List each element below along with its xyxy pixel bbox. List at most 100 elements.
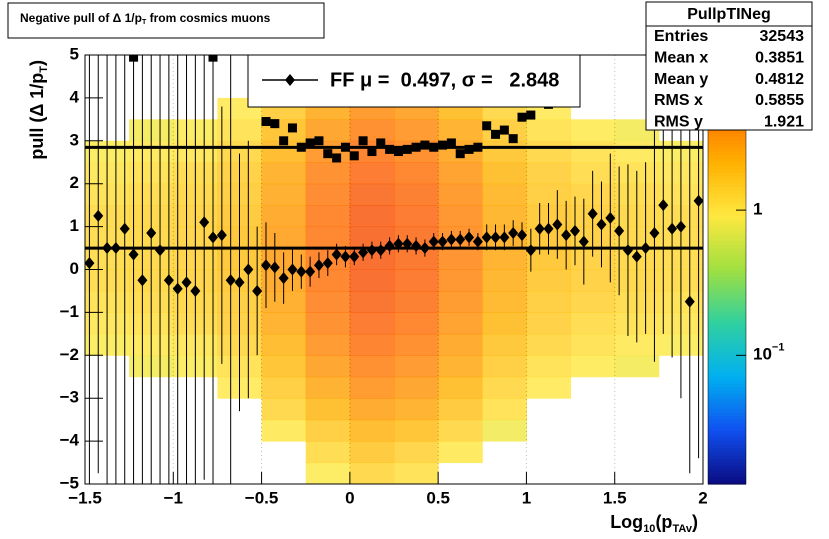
hist-cell (482, 140, 527, 163)
marker-diamond (287, 263, 298, 276)
marker-square (482, 121, 492, 131)
hist-cell (261, 419, 307, 442)
marker-square (393, 147, 403, 157)
palette-strip (708, 198, 746, 203)
hist-cell (394, 462, 439, 484)
hist-cell (438, 333, 483, 356)
marker-square (526, 110, 536, 120)
palette-strip (708, 237, 746, 242)
hist-cell (305, 119, 351, 142)
hist-cell (614, 355, 660, 378)
marker-diamond (269, 261, 280, 274)
hist-cell (570, 333, 616, 356)
hist-cell (305, 290, 351, 313)
palette-strip (708, 455, 746, 460)
stats-value: 1.921 (764, 113, 804, 130)
stats-key: Mean x (654, 50, 708, 67)
hist-cell (526, 290, 572, 313)
palette-strip (708, 433, 746, 439)
hist-cell (261, 205, 307, 228)
marker-diamond (667, 222, 678, 235)
palette-strip (708, 215, 746, 221)
marker-diamond (446, 233, 457, 246)
marker-square (411, 142, 421, 152)
hist-cell (394, 419, 439, 442)
hist-cell (349, 333, 395, 356)
marker-diamond (119, 222, 130, 235)
hist-cell (482, 248, 527, 270)
marker-square (287, 123, 297, 133)
y-tick-label: 3 (70, 130, 79, 149)
palette-strip (708, 190, 746, 196)
palette-strip (708, 308, 746, 313)
hist-cell (438, 162, 483, 185)
palette-strip (708, 437, 746, 442)
marker-square (499, 125, 509, 135)
hist-cell (394, 441, 439, 464)
marker-square (376, 138, 386, 148)
palette-strip (708, 380, 746, 385)
hist-cell (305, 355, 351, 378)
title-box (7, 2, 325, 39)
palette-strip (708, 458, 746, 464)
hist-cell (570, 290, 616, 313)
hist-cell (526, 312, 572, 335)
marker-diamond (437, 235, 448, 248)
palette-strip (708, 133, 746, 138)
marker-diamond (375, 244, 386, 257)
marker-diamond (605, 212, 616, 225)
marker-square (473, 142, 483, 152)
boxes: Negative pull of Δ 1/pT from cosmics muo… (7, 1, 813, 131)
x-axis-title-part: ) (692, 512, 698, 532)
palette-strip (708, 333, 746, 339)
hist-cell (570, 248, 616, 270)
hist-cell (526, 140, 572, 163)
z-tick-base: 10 (753, 345, 772, 364)
y-tick-label: −2 (60, 345, 79, 364)
marker-diamond (428, 235, 439, 248)
marker-diamond (199, 216, 210, 229)
palette-strip (708, 466, 746, 471)
hist-cell (349, 462, 395, 484)
hist-cell (482, 333, 527, 356)
palette-strip (708, 305, 746, 310)
marker-diamond (313, 259, 324, 272)
marker-diamond (622, 244, 633, 257)
palette-strip (708, 401, 746, 406)
y-tick-label: 4 (70, 87, 80, 106)
hist-cell (526, 119, 572, 142)
palette-strip (708, 276, 746, 281)
z-tick-exp: −1 (772, 341, 785, 353)
marker-diamond (640, 242, 651, 255)
x-tick-label: −1 (164, 488, 183, 507)
hist-cell (305, 462, 351, 484)
palette-strip (708, 444, 746, 449)
marker-diamond (455, 233, 466, 246)
hist-cell (305, 312, 351, 335)
hist-cell (482, 183, 527, 206)
marker-diamond (569, 224, 580, 237)
palette-strip (708, 187, 746, 192)
hist-cell (261, 355, 307, 378)
palette-strip (708, 362, 746, 367)
palette-strip (708, 262, 746, 267)
palette-strip (708, 430, 746, 435)
hist-cell (438, 248, 483, 270)
hist-cell (349, 269, 395, 292)
palette-strip (708, 147, 746, 153)
hist-cell (570, 269, 616, 292)
x-axis-title-part: Log (610, 512, 643, 532)
palette-strip (708, 394, 746, 399)
marker-square (464, 144, 474, 154)
palette-strip (708, 169, 746, 174)
hist-cell (349, 419, 395, 442)
x-tick-label: −1.5 (68, 488, 102, 507)
palette-strip (708, 230, 746, 235)
hist-cell (526, 162, 572, 185)
hist-cell (349, 183, 395, 206)
marker-square (385, 144, 395, 154)
palette-strip (708, 366, 746, 371)
hist-cell (394, 333, 439, 356)
palette-strip (708, 337, 746, 342)
palette-strip (708, 355, 746, 360)
